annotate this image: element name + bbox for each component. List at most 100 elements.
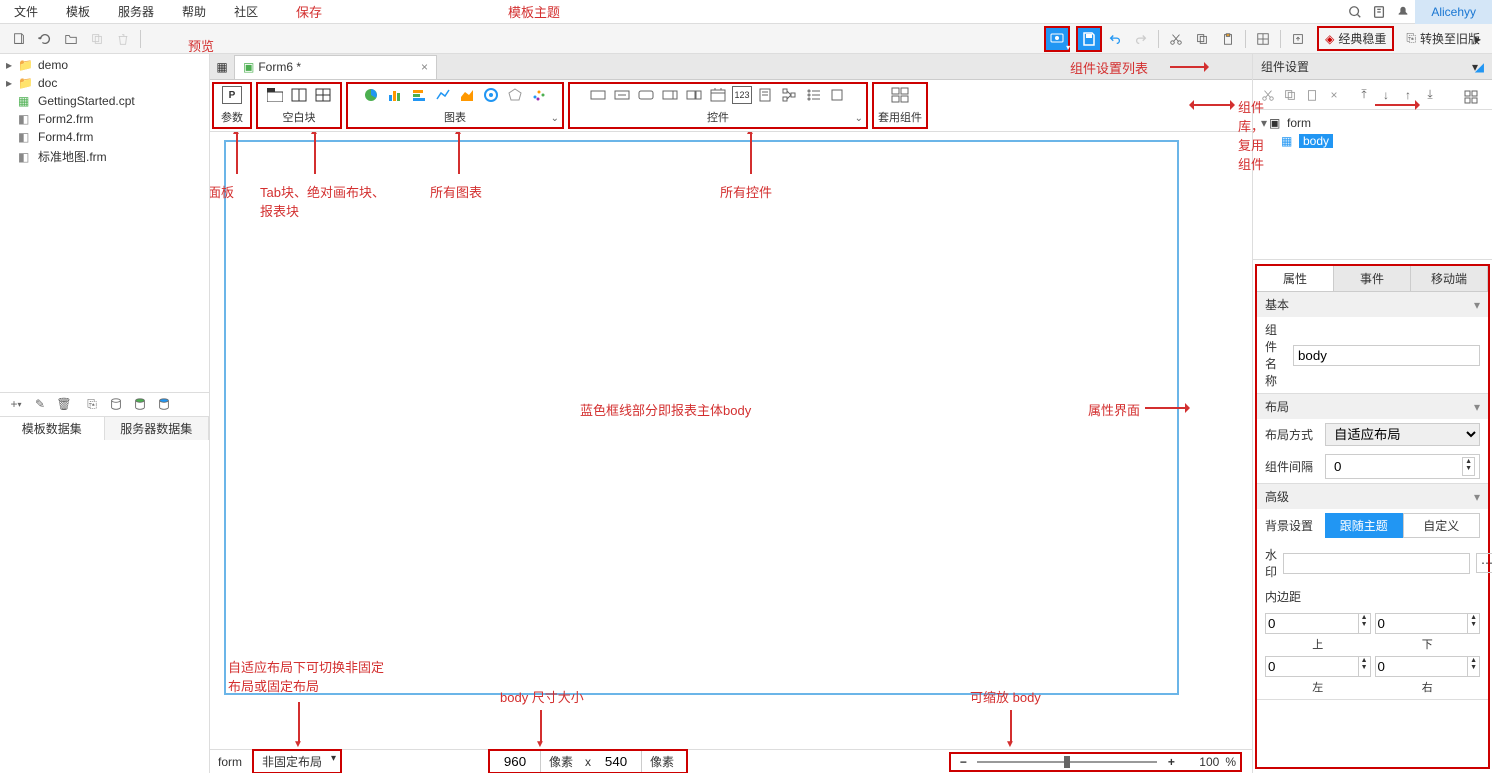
grid-icon[interactable]	[1252, 28, 1274, 50]
preview-button[interactable]: ▾	[1044, 26, 1070, 52]
tree-file-form2[interactable]: ◧Form2.frm	[0, 110, 209, 128]
tab-events[interactable]: 事件	[1334, 266, 1411, 291]
delete-icon[interactable]	[112, 28, 134, 50]
copy2-icon[interactable]	[1191, 28, 1213, 50]
comp-group-blank-label: 空白块	[262, 109, 336, 125]
input-comp-gap[interactable]	[1330, 457, 1462, 476]
layout-select[interactable]: 非固定布局	[252, 749, 342, 773]
section-advanced-header[interactable]: 高级▾	[1257, 484, 1488, 509]
section-layout: 布局▾ 布局方式 自适应布局 组件间隔 ▲▼	[1257, 394, 1488, 484]
comp-group-blank[interactable]: 空白块	[256, 82, 342, 129]
input-watermark[interactable]	[1283, 553, 1470, 574]
tree-node-form[interactable]: ▾ ▣ form	[1261, 114, 1484, 132]
bg-follow-button[interactable]: 跟随主题	[1325, 513, 1403, 538]
height-input[interactable]	[595, 752, 637, 771]
cut-icon[interactable]	[1165, 28, 1187, 50]
pad-left-input[interactable]	[1266, 657, 1358, 676]
ds-copy-icon[interactable]: ⎘	[82, 394, 102, 414]
pad-top-input[interactable]	[1266, 614, 1358, 633]
comp-group-widget[interactable]: 123 控件 ⌄	[568, 82, 868, 129]
bell-icon[interactable]	[1391, 0, 1415, 24]
width-input[interactable]	[494, 752, 536, 771]
dataset-toolbar: +▾ ✎ 🗑 ⎘	[0, 392, 209, 416]
section-basic-header[interactable]: 基本▾	[1257, 292, 1488, 317]
export-icon[interactable]	[1287, 28, 1309, 50]
input-comp-name[interactable]	[1293, 345, 1480, 366]
rt-delete-icon[interactable]: ×	[1323, 84, 1345, 106]
ds-db3-icon[interactable]	[154, 394, 174, 414]
tree-node-body[interactable]: ▦ body	[1281, 132, 1484, 150]
section-layout-header[interactable]: 布局▾	[1257, 394, 1488, 419]
tab-server-dataset[interactable]: 服务器数据集	[105, 417, 210, 440]
tab-template-dataset[interactable]: 模板数据集	[0, 417, 105, 440]
note-icon[interactable]	[1367, 0, 1391, 24]
gap-down[interactable]: ▼	[1463, 465, 1474, 472]
copy-icon[interactable]	[86, 28, 108, 50]
left-panel: ▸📁demo ▸📁doc ▦GettingStarted.cpt ◧Form2.…	[0, 54, 210, 773]
ds-db2-icon[interactable]	[130, 394, 150, 414]
document-tab[interactable]: ▣ Form6 * ×	[234, 55, 437, 79]
paste-icon[interactable]	[1217, 28, 1239, 50]
pie-chart-icon	[361, 86, 381, 104]
rt-paste-icon[interactable]	[1301, 84, 1323, 106]
unit-width: 像素	[540, 751, 581, 772]
pad-right-input[interactable]	[1376, 657, 1468, 676]
label-watermark: 水印	[1265, 546, 1277, 580]
canvas-area[interactable]: 参数面板 Tab块、绝对画布块、报表块 所有图表 所有控件 蓝色框线部分即报表主…	[210, 132, 1252, 749]
tab-mobile[interactable]: 移动端	[1411, 266, 1488, 291]
close-tab-icon[interactable]: ×	[421, 60, 428, 74]
redo-icon[interactable]	[1130, 28, 1152, 50]
comp-lib-button[interactable]	[1464, 90, 1478, 107]
save-button[interactable]	[1076, 26, 1102, 52]
chart-dropdown-icon[interactable]: ⌄	[551, 113, 559, 124]
gap-up[interactable]: ▲	[1463, 458, 1474, 465]
ds-delete-icon[interactable]: 🗑	[54, 394, 74, 414]
widget-dropdown-icon[interactable]: ⌄	[855, 113, 863, 124]
select-layout-mode[interactable]: 自适应布局	[1325, 423, 1480, 446]
date-widget-icon	[708, 86, 728, 104]
zoom-in-button[interactable]: +	[1163, 754, 1179, 770]
pad-bottom-input[interactable]	[1376, 614, 1468, 633]
comp-settings-list-button[interactable]: ▾	[1472, 60, 1478, 74]
user-label[interactable]: Alicehyy	[1415, 0, 1492, 24]
status-form-label: form	[214, 755, 246, 769]
new-file-icon[interactable]	[8, 28, 30, 50]
comp-group-chart[interactable]: 图表 ⌄	[346, 82, 564, 129]
search-icon[interactable]	[1343, 0, 1367, 24]
tab-block-icon	[265, 86, 285, 104]
body-size-box: 像素 x 像素	[488, 749, 688, 773]
report-block-icon	[313, 86, 333, 104]
watermark-more-button[interactable]: ⋯	[1476, 553, 1492, 573]
right-panel-title: 组件设置 ◢	[1253, 54, 1492, 80]
comp-group-reuse[interactable]: 套用组件	[872, 82, 928, 129]
rt-cut-icon[interactable]	[1257, 84, 1279, 106]
comp-group-param[interactable]: P 参数	[212, 82, 252, 129]
ds-db1-icon[interactable]	[106, 394, 126, 414]
undo-icon[interactable]	[1104, 28, 1126, 50]
tree-folder-demo[interactable]: ▸📁demo	[0, 56, 209, 74]
zoom-out-button[interactable]: −	[955, 754, 971, 770]
menu-server[interactable]: 服务器	[104, 0, 168, 24]
rt-copy-icon[interactable]	[1279, 84, 1301, 106]
toolbar-collapse-icon[interactable]: ▸	[1470, 31, 1486, 47]
open-icon[interactable]	[60, 28, 82, 50]
rt-down-icon[interactable]: ↓	[1375, 84, 1397, 106]
ds-add-icon[interactable]: +▾	[6, 394, 26, 414]
menu-template[interactable]: 模板	[52, 0, 104, 24]
rt-top-icon[interactable]: ⤒	[1353, 84, 1375, 106]
tree-file-map[interactable]: ◧标准地图.frm	[0, 146, 209, 167]
theme-button[interactable]: ◈ 经典稳重	[1317, 26, 1394, 51]
refresh-icon[interactable]	[34, 28, 56, 50]
bg-custom-button[interactable]: 自定义	[1403, 513, 1481, 538]
tree-file-getting-started[interactable]: ▦GettingStarted.cpt	[0, 92, 209, 110]
tab-attributes[interactable]: 属性	[1257, 266, 1334, 291]
ds-edit-icon[interactable]: ✎	[30, 394, 50, 414]
menu-community[interactable]: 社区	[220, 0, 272, 24]
zoom-slider[interactable]	[977, 761, 1157, 763]
tab-grid-icon[interactable]: ▦	[210, 55, 234, 79]
menu-file[interactable]: 文件	[0, 0, 52, 24]
tree-folder-doc[interactable]: ▸📁doc	[0, 74, 209, 92]
body-frame[interactable]	[224, 140, 1179, 695]
tree-file-form4[interactable]: ◧Form4.frm	[0, 128, 209, 146]
menu-help[interactable]: 帮助	[168, 0, 220, 24]
